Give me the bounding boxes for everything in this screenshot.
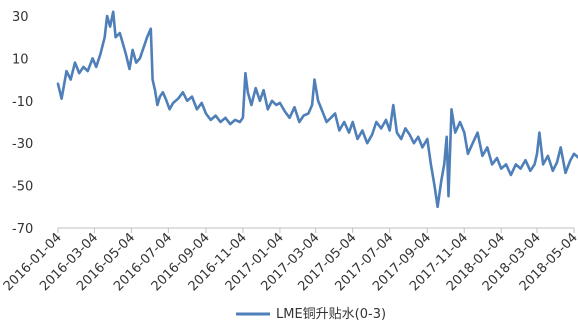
y-tick-label: -50 [12, 180, 33, 195]
y-tick-label: -70 [12, 222, 33, 237]
y-tick-label: -30 [12, 137, 33, 152]
y-tick-label: -10 [12, 95, 33, 110]
series-line [56, 10, 578, 209]
legend-label: LME铜升贴水(0-3) [276, 307, 386, 322]
y-tick-label: 30 [12, 10, 29, 25]
y-tick-label: 10 [12, 52, 29, 67]
